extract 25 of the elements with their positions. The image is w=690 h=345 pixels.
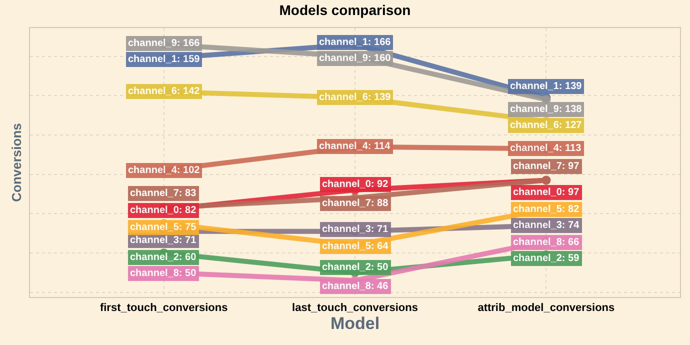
x-tick-label: last_touch_conversions xyxy=(292,302,418,314)
x-axis-title: Model xyxy=(330,314,380,334)
y-axis-title: Conversions xyxy=(8,123,24,202)
data-label: channel_7: 83 xyxy=(130,188,197,199)
data-label: channel_7: 88 xyxy=(322,198,389,209)
chart-title: Models comparison xyxy=(279,2,411,18)
data-label: channel_0: 97 xyxy=(513,187,580,198)
data-label: channel_4: 102 xyxy=(128,165,200,176)
data-label: channel_2: 59 xyxy=(513,253,580,264)
data-label: channel_2: 60 xyxy=(130,252,197,263)
x-tick-label: attrib_model_conversions xyxy=(478,302,615,314)
data-label: channel_5: 82 xyxy=(513,204,580,215)
data-label: channel_6: 142 xyxy=(128,86,200,97)
data-label: channel_3: 74 xyxy=(513,220,580,231)
data-label: channel_3: 71 xyxy=(130,235,197,246)
data-label: channel_0: 92 xyxy=(322,179,389,190)
data-label: channel_7: 97 xyxy=(513,161,580,172)
data-label: channel_9: 138 xyxy=(510,104,582,115)
x-tick-label: first_touch_conversions xyxy=(100,302,228,314)
data-label: channel_1: 139 xyxy=(510,81,582,92)
data-label: channel_1: 159 xyxy=(128,54,200,65)
data-label: channel_5: 75 xyxy=(130,222,197,233)
data-label: channel_8: 66 xyxy=(513,237,580,248)
data-label: channel_6: 127 xyxy=(510,120,582,131)
data-label: channel_8: 46 xyxy=(322,281,389,292)
